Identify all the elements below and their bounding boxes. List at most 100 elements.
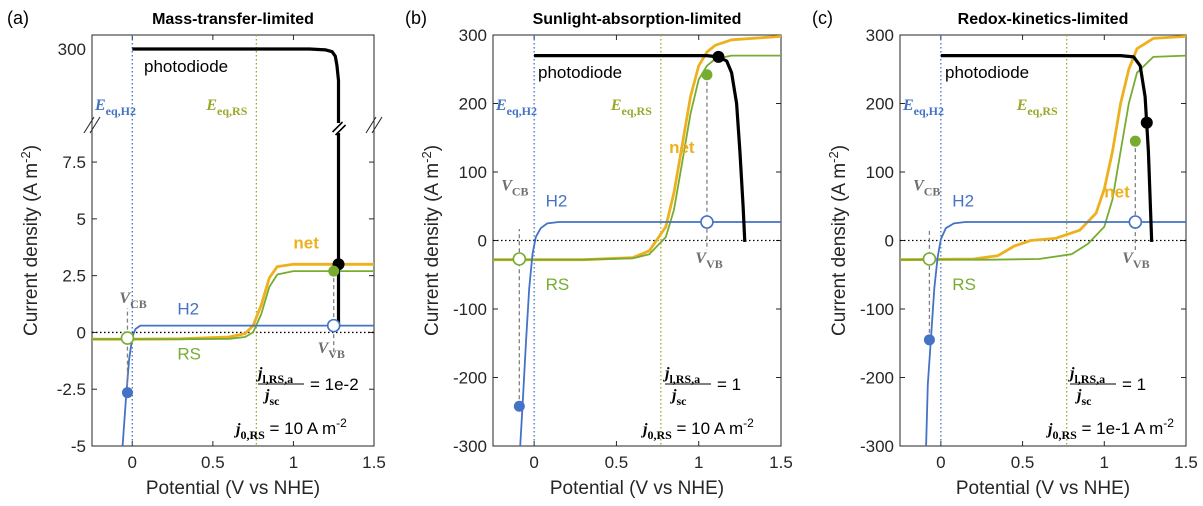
y-axis-label: Current density (A m-2) (18, 145, 42, 336)
vvb-label: VVB (318, 340, 345, 361)
vvb-label: VVB (1122, 250, 1149, 271)
j0-annotation: j0,RS = 10 A m-2 (640, 416, 754, 442)
y-tick-label: -5 (71, 437, 86, 456)
j0-annotation: j0,RS = 1e-1 A m-2 (1045, 416, 1174, 442)
h2-label: H2 (177, 299, 199, 318)
y-tick-label: 0 (885, 232, 894, 251)
panel-label: (a) (7, 8, 29, 28)
x-tick-label: 1 (289, 453, 298, 472)
plot-area (92, 35, 374, 446)
panel-label: (b) (405, 8, 427, 28)
vvb-point (700, 215, 714, 229)
series-line-rs (493, 54, 781, 261)
series-line-photodiode (940, 53, 1154, 242)
x-tick-label: 0.5 (201, 453, 225, 472)
y-tick-label: 200 (459, 95, 487, 114)
series-line-net (900, 35, 1186, 262)
h2-point (513, 400, 525, 412)
fraction-denominator: jsc (669, 387, 687, 408)
net-label: net (1104, 182, 1130, 201)
vcb-label: VCB (119, 290, 146, 311)
series-line-rs (92, 270, 374, 341)
axis-break-mark (371, 116, 383, 134)
y-tick-label: 300 (866, 26, 894, 45)
series-line-net (493, 35, 781, 262)
plot-frame (91, 34, 375, 447)
rs-label: RS (177, 345, 201, 364)
y-tick-label: -200 (860, 369, 894, 388)
x-axis-label: Potential (V vs NHE) (550, 478, 724, 499)
axis-break-mark (365, 116, 377, 134)
x-tick-label: 1 (1100, 453, 1109, 472)
break-gap (330, 123, 347, 133)
eq-h2-label: Eeq,H2 (902, 97, 944, 118)
vcb-point (120, 331, 135, 345)
x-tick-label: 1 (694, 453, 703, 472)
y-tick-label: 200 (866, 95, 894, 114)
vcb-label: VCB (501, 177, 528, 198)
chart-title: Redox-kinetics-limited (958, 11, 1129, 28)
net-label: net (293, 233, 319, 252)
y-tick-label: -300 (453, 437, 487, 456)
y-tick-label: -100 (453, 300, 487, 319)
eq-h2-label: Eeq,H2 (94, 97, 136, 118)
y-tick-label: 7.5 (62, 153, 86, 172)
h2-point (121, 387, 133, 399)
h2-label: H2 (546, 191, 568, 210)
y-tick-label: -100 (860, 300, 894, 319)
y-tick-label: 100 (459, 163, 487, 182)
rs-label: RS (546, 275, 570, 294)
photodiode-label: photodiode (945, 63, 1029, 82)
photodiode-point (1140, 116, 1153, 129)
y-axis-label: Current density (A m-2) (826, 145, 850, 336)
chart-title: Mass-transfer-limited (152, 11, 314, 28)
fraction-denominator: jsc (262, 387, 280, 408)
rs-label: RS (952, 275, 976, 294)
fraction-numerator: jl,RS,a (1067, 365, 1105, 386)
x-tick-label: 0 (936, 453, 945, 472)
series-line-photodiode (132, 47, 341, 326)
x-tick-label: 0.5 (1011, 453, 1035, 472)
j0-annotation: j0,RS = 10 A m-2 (233, 416, 347, 442)
plot-area (900, 35, 1186, 446)
y-tick-label: -300 (860, 437, 894, 456)
x-tick-label: 0 (128, 453, 137, 472)
fraction-value: = 1e-2 (310, 375, 359, 394)
fraction-value: = 1 (1122, 375, 1146, 394)
y-tick-label: 5 (77, 210, 86, 229)
vvb-point (1128, 215, 1143, 229)
y-axis-label: Current density (A m-2) (419, 145, 443, 336)
y-tick-label: 0 (478, 232, 487, 251)
eq-rs-label: Eeq,RS (205, 97, 247, 118)
eq-rs-label: Eeq,RS (610, 97, 652, 118)
x-tick-label: 1.5 (362, 453, 386, 472)
eq-rs-label: Eeq,RS (1016, 97, 1058, 118)
vcb-label: VCB (913, 177, 940, 198)
photodiode-label: photodiode (538, 63, 622, 82)
fraction-numerator: jl,RS,a (255, 365, 293, 386)
fraction-numerator: jl,RS,a (662, 365, 700, 386)
x-axis-label: Potential (V vs NHE) (956, 478, 1130, 499)
axis-break-mark (89, 116, 101, 134)
photodiode-label: photodiode (144, 57, 228, 76)
x-tick-label: 0 (529, 453, 538, 472)
x-tick-label: 0.5 (605, 453, 629, 472)
series-line-h2 (925, 221, 1186, 446)
axis-break-mark (83, 116, 95, 134)
vvb-label: VVB (695, 250, 722, 271)
plot-area (493, 35, 781, 446)
panel-label: (c) (812, 8, 833, 28)
net-label: net (669, 138, 695, 157)
h2-point (923, 334, 935, 346)
series-line-h2 (519, 221, 781, 446)
net-rs-point (328, 265, 340, 277)
break-slash (331, 121, 344, 133)
vcb-point (512, 252, 527, 266)
vvb-point (326, 318, 341, 333)
eq-h2-label: Eeq,H2 (495, 97, 537, 118)
net-rs-point (1129, 135, 1141, 147)
y-tick-label: 300 (459, 26, 487, 45)
y-tick-label: 300 (58, 40, 86, 59)
y-tick-label: -2.5 (57, 380, 86, 399)
